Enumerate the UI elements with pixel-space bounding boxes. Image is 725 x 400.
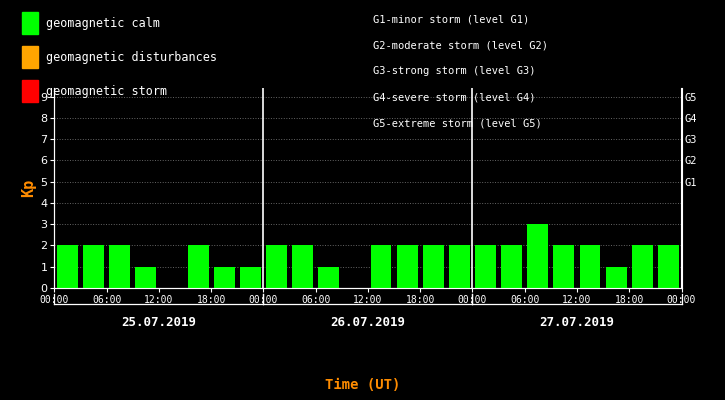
Text: 26.07.2019: 26.07.2019	[331, 316, 405, 329]
Bar	[240, 267, 261, 288]
Bar	[188, 246, 209, 288]
Bar	[57, 246, 78, 288]
Text: G1-minor storm (level G1): G1-minor storm (level G1)	[373, 14, 530, 24]
Bar	[370, 246, 392, 288]
Text: G3-strong storm (level G3): G3-strong storm (level G3)	[373, 66, 536, 76]
Text: G4-severe storm (level G4): G4-severe storm (level G4)	[373, 92, 536, 102]
Y-axis label: Kp: Kp	[21, 179, 36, 197]
Bar	[553, 246, 574, 288]
Text: geomagnetic storm: geomagnetic storm	[46, 84, 167, 98]
Bar	[632, 246, 653, 288]
Text: G5-extreme storm (level G5): G5-extreme storm (level G5)	[373, 118, 542, 128]
Text: 25.07.2019: 25.07.2019	[121, 316, 196, 329]
Text: geomagnetic disturbances: geomagnetic disturbances	[46, 50, 218, 64]
Bar	[605, 267, 626, 288]
Bar	[579, 246, 600, 288]
Bar	[266, 246, 287, 288]
Bar	[109, 246, 130, 288]
Bar	[423, 246, 444, 288]
Text: geomagnetic calm: geomagnetic calm	[46, 16, 160, 30]
Text: G2-moderate storm (level G2): G2-moderate storm (level G2)	[373, 40, 548, 50]
Bar	[501, 246, 522, 288]
Bar	[292, 246, 313, 288]
Bar	[214, 267, 235, 288]
Bar	[475, 246, 496, 288]
Bar	[397, 246, 418, 288]
Bar	[318, 267, 339, 288]
Bar	[449, 246, 470, 288]
Text: Time (UT): Time (UT)	[325, 378, 400, 392]
Bar	[136, 267, 157, 288]
Bar	[527, 224, 548, 288]
Bar	[83, 246, 104, 288]
Text: 27.07.2019: 27.07.2019	[539, 316, 615, 329]
Bar	[658, 246, 679, 288]
